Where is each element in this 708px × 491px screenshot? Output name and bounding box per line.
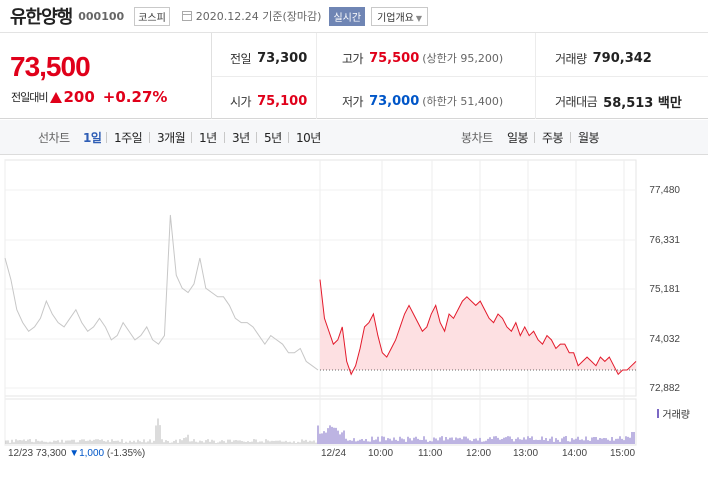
price-chart[interactable]: 77,480 76,331 75,181 74,032 72,882 거래량 1… bbox=[0, 155, 708, 487]
divider bbox=[212, 76, 708, 77]
change-value: 200 bbox=[63, 88, 95, 106]
line-chart-label: 선차트 bbox=[38, 131, 70, 145]
x-tick-label: 10:00 bbox=[368, 448, 394, 459]
tab-separator bbox=[191, 132, 192, 143]
up-triangle-icon bbox=[50, 91, 63, 103]
stock-header: 유한양행 000100 코스피 2020.12.24 기준(장마감) 실시간 기… bbox=[0, 0, 708, 33]
high-value: 75,500 bbox=[369, 50, 420, 66]
open-value: 75,100 bbox=[257, 93, 308, 109]
realtime-button[interactable]: 실시간 bbox=[329, 6, 366, 26]
price-box: 73,500 전일대비 200 +0.27% bbox=[0, 33, 212, 119]
tab-weekly-candle[interactable]: 주봉 bbox=[542, 131, 564, 145]
volume-value: 790,342 bbox=[592, 50, 652, 66]
open-cell: 시가 75,100 bbox=[230, 91, 307, 111]
prev-day-change: ▼1,000 bbox=[69, 448, 105, 459]
tab-1-week[interactable]: 1주일 bbox=[114, 131, 143, 145]
low-label: 저가 bbox=[342, 94, 364, 109]
tab-separator bbox=[106, 132, 107, 143]
tab-separator bbox=[534, 132, 535, 143]
tab-separator bbox=[288, 132, 289, 143]
calendar-icon bbox=[181, 11, 192, 21]
y-tick-label: 75,181 bbox=[649, 284, 680, 295]
quote-panel: 73,500 전일대비 200 +0.27% 전일 73,300 고가 75,5… bbox=[0, 33, 708, 119]
x-tick-label: 11:00 bbox=[418, 448, 443, 459]
open-label: 시가 bbox=[230, 94, 252, 109]
prev-day-line bbox=[4, 214, 319, 371]
tab-separator bbox=[224, 132, 225, 143]
current-price: 73,500 bbox=[10, 51, 91, 82]
y-tick-label: 76,331 bbox=[649, 235, 680, 246]
x-tick-label: 12:00 bbox=[466, 448, 492, 459]
prev-day-close: 73,300 bbox=[35, 448, 67, 459]
prev-day-pct: (-1.35%) bbox=[106, 448, 146, 459]
volume-legend: 거래량 bbox=[657, 406, 690, 421]
market-badge: 코스피 bbox=[134, 6, 170, 26]
prev-close-value: 73,300 bbox=[257, 50, 308, 66]
high-cell: 고가 75,500 (상한가 95,200) bbox=[342, 48, 503, 68]
prev-day-summary: 12/23 73,300 ▼1,000 (-1.35%) bbox=[8, 448, 145, 459]
tab-1-day[interactable]: 1일 bbox=[83, 131, 102, 145]
today-series bbox=[319, 279, 637, 376]
prev-day-series bbox=[4, 214, 319, 371]
amount-label: 거래대금 bbox=[555, 94, 598, 109]
prev-day-label: 12/23 bbox=[8, 448, 34, 459]
candle-chart-label: 봉차트 bbox=[461, 131, 493, 145]
company-info-dropdown[interactable]: 기업개요 ▼ bbox=[371, 6, 429, 26]
tab-separator bbox=[570, 132, 571, 143]
tab-monthly-candle[interactable]: 월봉 bbox=[578, 131, 600, 145]
today-line bbox=[319, 279, 637, 376]
company-info-label: 기업개요 bbox=[377, 12, 414, 24]
quote-cells: 전일 73,300 고가 75,500 (상한가 95,200) 거래량 790… bbox=[212, 33, 708, 119]
stock-code: 000100 bbox=[78, 9, 125, 23]
chevron-down-icon: ▼ bbox=[415, 13, 423, 23]
volume-legend-label: 거래량 bbox=[662, 410, 690, 421]
volume-bars bbox=[5, 418, 635, 444]
prev-close-label: 전일 bbox=[230, 51, 252, 66]
y-tick-label: 72,882 bbox=[649, 383, 680, 394]
change-row: 전일대비 200 +0.27% bbox=[11, 88, 167, 106]
tab-10-years[interactable]: 10년 bbox=[296, 131, 321, 145]
volume-label: 거래량 bbox=[555, 51, 587, 66]
quote-date: 2020.12.24 기준(장마감) bbox=[195, 10, 322, 23]
chart-svg bbox=[4, 159, 637, 446]
y-tick-label: 77,480 bbox=[649, 185, 680, 196]
high-label: 고가 bbox=[342, 51, 364, 66]
tab-3-years[interactable]: 3년 bbox=[232, 131, 250, 145]
upper-limit: (상한가 95,200) bbox=[422, 52, 504, 65]
amount-cell: 거래대금 58,513 백만 bbox=[555, 91, 682, 111]
tab-1-year[interactable]: 1년 bbox=[199, 131, 217, 145]
tab-daily-candle[interactable]: 일봉 bbox=[507, 131, 529, 145]
tab-3-months[interactable]: 3개월 bbox=[157, 131, 186, 145]
tab-5-years[interactable]: 5년 bbox=[264, 131, 282, 145]
y-tick-label: 74,032 bbox=[649, 334, 680, 345]
low-cell: 저가 73,000 (하한가 51,400) bbox=[342, 91, 503, 111]
prev-close-cell: 전일 73,300 bbox=[230, 48, 307, 68]
volume-cell: 거래량 790,342 bbox=[555, 48, 652, 68]
volume-swatch bbox=[657, 409, 660, 418]
x-tick-label: 14:00 bbox=[562, 448, 588, 459]
chart-tab-bar: 선차트 1일 1주일 3개월 1년 3년 5년 10년 봉차트 일봉 주봉 월봉 bbox=[0, 120, 708, 155]
x-tick-label: 15:00 bbox=[610, 448, 636, 459]
stock-name: 유한양행 bbox=[10, 7, 73, 28]
change-percent: +0.27% bbox=[102, 88, 168, 106]
amount-value: 58,513 백만 bbox=[603, 95, 682, 111]
x-tick-label: 13:00 bbox=[513, 448, 539, 459]
lower-limit: (하한가 51,400) bbox=[422, 95, 504, 108]
x-tick-label: 12/24 bbox=[321, 448, 347, 459]
tab-separator bbox=[256, 132, 257, 143]
today-area bbox=[320, 279, 636, 375]
change-label: 전일대비 bbox=[11, 91, 48, 104]
tab-separator bbox=[149, 132, 150, 143]
low-value: 73,000 bbox=[369, 93, 420, 109]
